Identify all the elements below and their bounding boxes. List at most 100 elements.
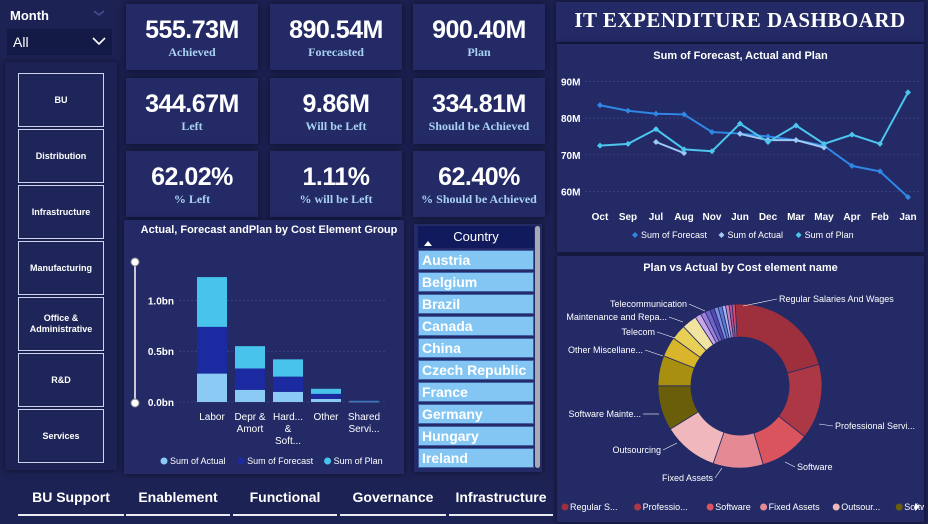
country-item[interactable]: China — [418, 338, 534, 358]
bu-button-services[interactable]: Services — [18, 409, 104, 463]
tab-bu-support[interactable]: BU Support — [18, 480, 124, 516]
kpi-value: 1.11% — [302, 163, 370, 191]
tab-infrastructure[interactable]: Infrastructure — [449, 480, 553, 516]
chevron-down-icon[interactable] — [92, 8, 106, 18]
x-tick-label: Aug — [674, 212, 693, 223]
kpi-value: 334.81M — [432, 90, 526, 118]
dashboard-title: IT EXPENDITURE DASHBOARD — [574, 8, 906, 32]
country-item[interactable]: Germany — [418, 404, 534, 424]
leader-line — [688, 303, 706, 312]
data-point — [877, 140, 883, 147]
kpi-achieved: 555.73M Achieved — [126, 4, 258, 70]
x-tick-label: Jan — [899, 212, 916, 223]
bu-button[interactable]: BU — [18, 73, 104, 127]
scrollbar[interactable] — [535, 226, 540, 468]
bar-segment — [273, 359, 303, 377]
legend-label: Sum of Forecast — [247, 456, 314, 466]
kpi-label: % will be Left — [299, 192, 373, 206]
bu-button-office-administrative[interactable]: Office & Administrative — [18, 297, 104, 351]
bar-segment — [197, 277, 227, 327]
bu-button-rd[interactable]: R&D — [18, 353, 104, 407]
legend-marker — [324, 457, 332, 465]
country-item[interactable]: Austria — [418, 250, 534, 270]
range-slider-handle[interactable] — [130, 398, 140, 408]
data-point — [625, 140, 631, 147]
bu-button-distribution[interactable]: Distribution — [18, 129, 104, 183]
series-line — [655, 141, 685, 154]
bar-segment — [311, 393, 341, 399]
legend-next-icon[interactable] — [915, 503, 919, 511]
country-item[interactable]: Czech Republic — [418, 360, 534, 380]
y-tick-label: 1.0bn — [148, 296, 174, 307]
tab-enablement[interactable]: Enablement — [126, 480, 230, 516]
data-point — [821, 144, 827, 151]
bu-button-manufacturing[interactable]: Manufacturing — [18, 241, 104, 295]
legend-marker — [561, 503, 569, 511]
slice-label: Professional Servi... — [835, 421, 915, 431]
legend-marker — [832, 503, 840, 511]
leader-line — [742, 298, 778, 307]
kpi-value: 62.40% — [438, 163, 520, 191]
country-item[interactable]: Ireland — [418, 448, 534, 468]
bar-segment — [235, 368, 265, 390]
data-point — [905, 194, 911, 201]
dashboard-title-panel: IT EXPENDITURE DASHBOARD — [556, 2, 924, 42]
legend-marker — [895, 503, 903, 511]
bar-segment — [235, 346, 265, 369]
x-tick-label: Dec — [759, 212, 778, 223]
slice-label: Fixed Assets — [662, 473, 714, 483]
country-item[interactable]: Hungary — [418, 426, 534, 446]
x-tick-label: Shared Servi... — [348, 412, 380, 435]
leader-line — [668, 316, 684, 323]
slice-label: Software Mainte... — [568, 409, 641, 419]
y-tick-label: 60M — [561, 188, 580, 199]
x-tick-label: May — [814, 212, 834, 223]
bu-button-infrastructure[interactable]: Infrastructure — [18, 185, 104, 239]
country-item[interactable]: France — [418, 382, 534, 402]
slice-label: Outsourcing — [612, 445, 661, 455]
legend-label: Software — [715, 502, 751, 512]
x-tick-label: Oct — [592, 212, 609, 223]
country-item[interactable]: Brazil — [418, 294, 534, 314]
slice-label: Telecom — [621, 327, 655, 337]
range-slider-handle[interactable] — [130, 257, 140, 267]
legend-label: Regular S... — [570, 502, 618, 512]
legend-marker — [760, 503, 768, 511]
kpi-forecasted: 890.54M Forecasted — [270, 4, 402, 70]
bar-chart-title: Actual, Forecast andPlan by Cost Element… — [140, 224, 398, 236]
line-chart-panel: Sum of Forecast, Actual and Plan 90M 80M 7… — [557, 44, 924, 252]
data-point — [653, 110, 659, 117]
data-point — [625, 107, 631, 114]
series-line — [599, 91, 909, 153]
kpi-value: 555.73M — [145, 16, 239, 44]
x-tick-label: Other — [313, 412, 339, 423]
data-point — [905, 89, 911, 96]
y-tick-label: 70M — [561, 151, 580, 162]
data-point — [709, 129, 715, 136]
tab-functional[interactable]: Functional — [233, 480, 337, 516]
country-header-label: Country — [453, 229, 499, 244]
donut-chart-title: Plan vs Actual by Cost element name — [643, 262, 838, 274]
tab-governance[interactable]: Governance — [340, 480, 446, 516]
country-item[interactable]: Belgium — [418, 272, 534, 292]
kpi-percent-should-be-achieved: 62.40%% Should be Achieved — [413, 151, 545, 217]
data-point — [597, 102, 603, 109]
data-point — [793, 122, 799, 129]
data-point — [737, 130, 743, 137]
country-header[interactable]: Country — [418, 226, 534, 248]
kpi-value: 344.67M — [145, 90, 239, 118]
slice-label: Telecommunication — [610, 299, 687, 309]
kpi-label: % Should be Achieved — [421, 192, 537, 206]
data-point — [737, 120, 743, 127]
country-item[interactable]: Canada — [418, 316, 534, 336]
legend-marker — [718, 232, 725, 238]
month-dropdown[interactable]: All — [7, 29, 112, 55]
data-point — [793, 137, 799, 144]
legend-marker — [632, 232, 638, 238]
bar-segment — [235, 389, 265, 402]
kpi-left: 344.67M Left — [126, 78, 258, 144]
month-slicer: Month All — [2, 2, 116, 58]
kpi-value: 890.54M — [289, 16, 383, 44]
data-point — [681, 150, 687, 157]
kpi-will-be-left: 9.86M Will be Left — [270, 78, 402, 144]
